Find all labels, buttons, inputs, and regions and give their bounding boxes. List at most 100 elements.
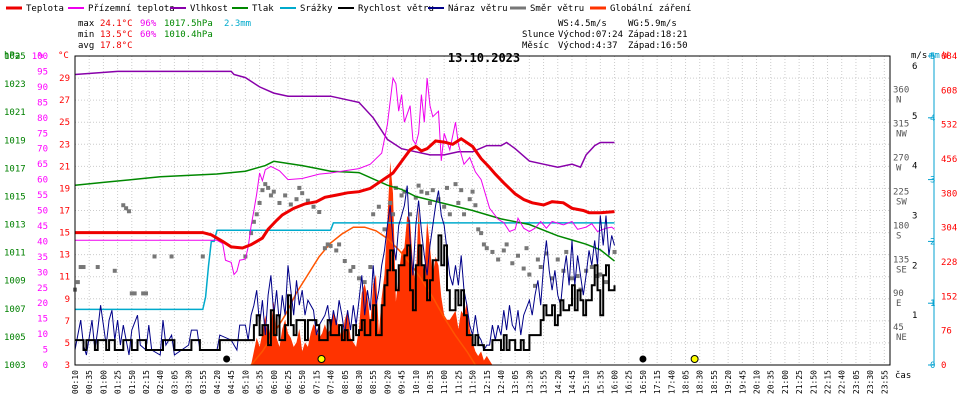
legend-prizemni-teplota: Přízemní teplota [88, 4, 175, 14]
x-tick-label: 12:15 [483, 370, 492, 394]
x-tick-label: 18:55 [710, 370, 719, 394]
wind-dir-point [496, 257, 501, 262]
wind-dir-point [325, 242, 330, 247]
wind-dir-point [604, 280, 609, 285]
wind-speed-tick-label: 1 [912, 311, 917, 321]
pressure-tick-label: 1011 [4, 249, 26, 259]
wind-dir-point [436, 197, 441, 202]
axis-label-radiation: W [943, 51, 949, 61]
sunset-marker [690, 355, 699, 363]
wind-dir-point [249, 231, 254, 236]
wind-dir-point [266, 185, 271, 190]
legend-naraz-vetru: Náraz větru [448, 4, 508, 14]
stats-max-hum: 96% [140, 19, 157, 29]
x-tick-label: 11:25 [454, 370, 463, 394]
info-slunce-vychod: Východ:07:24 [558, 30, 623, 40]
rain-tick-label: 1 [930, 299, 935, 309]
legend-teplota: Teplota [26, 4, 64, 14]
wind-dir-point [484, 246, 489, 251]
wind-dir-point [413, 195, 418, 200]
wind-dir-point [589, 265, 594, 270]
wind-dir-point [538, 265, 543, 270]
x-tick-label: 08:55 [369, 370, 378, 394]
temperature-tick-label: 9 [65, 295, 70, 305]
wind-dir-point [442, 204, 447, 209]
x-tick-label: 00:35 [85, 370, 94, 394]
pressure-tick-label: 1025 [4, 52, 26, 62]
wind-dir-point [504, 242, 509, 247]
x-tick-label: 06:00 [270, 370, 279, 394]
x-tick-label: 21:50 [809, 370, 818, 394]
wind-dir-point [297, 185, 302, 190]
pressure-tick-label: 1013 [4, 221, 26, 231]
wind-dir-tick-label: 90 [893, 289, 904, 299]
wind-dir-point [527, 272, 532, 277]
x-tick-label: 18:05 [682, 370, 691, 394]
moonrise-marker [223, 355, 231, 363]
radiation-tick-label: 152 [941, 292, 957, 302]
radiation-tick-label: 0 [941, 361, 946, 371]
wind-dir-point [283, 193, 288, 198]
wind-dir-tick-label: 360 [893, 86, 909, 96]
wind-dir-point [402, 189, 407, 194]
x-tick-label: 07:40 [327, 370, 336, 394]
x-tick-label: 22:40 [838, 370, 847, 394]
wind-dir-point [112, 268, 117, 273]
x-tick-label: 19:45 [738, 370, 747, 394]
x-tick-label: 17:15 [653, 370, 662, 394]
temperature-tick-label: 5 [65, 339, 70, 349]
x-tick-label: 08:05 [341, 370, 350, 394]
wind-dir-point [416, 183, 421, 188]
series-layer [73, 70, 617, 366]
wind-dir-point [453, 182, 458, 187]
humidity-tick-label: 85 [37, 98, 48, 108]
wind-dir-point [399, 193, 404, 198]
rain-tick-label: 5 [930, 52, 935, 62]
rain-tick-label: 0 [930, 361, 935, 371]
wind-dir-compass-label: N [896, 96, 901, 106]
humidity-tick-label: 5 [43, 346, 48, 356]
wind-dir-point [371, 212, 376, 217]
x-tick-label: 22:15 [824, 370, 833, 394]
wind-dir-point [430, 188, 435, 193]
wind-dir-tick-label: 225 [893, 187, 909, 197]
pressure-tick-label: 1021 [4, 108, 26, 118]
x-tick-label: 12:40 [497, 370, 506, 394]
humidity-tick-label: 40 [37, 237, 48, 247]
x-tick-label: 09:20 [383, 370, 392, 394]
stats-rain-total: 2.3mm [224, 19, 251, 29]
humidity-tick-label: 55 [37, 191, 48, 201]
stats-avg-label: avg [78, 41, 94, 51]
radiation-tick-label: 532 [941, 121, 957, 131]
humidity-tick-label: 75 [37, 129, 48, 139]
stats-max-label: max [78, 19, 95, 29]
sun-moon-markers [223, 355, 699, 363]
x-tick-label: 23:55 [880, 370, 889, 394]
axis-label-humidity: % [38, 51, 44, 61]
wind-speed-tick-label: 4 [912, 162, 917, 172]
humidity-tick-label: 80 [37, 114, 48, 124]
legend-rychlost-vetru: Rychlost větru [358, 4, 434, 14]
wind-speed-tick-label: 3 [912, 211, 917, 221]
x-tick-label: 15:35 [596, 370, 605, 394]
wind-dir-point [317, 210, 322, 215]
wind-dir-point [479, 231, 484, 236]
axis-ticks: 00:10 00:35 01:00 01:25 01:50 02:15 02:40 03:05… [4, 52, 957, 394]
wind-dir-point [305, 198, 310, 203]
x-tick-label: 21:25 [795, 370, 804, 394]
series-naraz-vetru [74, 185, 615, 356]
wind-dir-point [388, 200, 393, 205]
x-tick-label: 16:25 [625, 370, 634, 394]
x-tick-label: 14:45 [568, 370, 577, 394]
x-tick-label: 10:35 [426, 370, 435, 394]
wind-dir-point [169, 254, 174, 259]
x-tick-label: 13:05 [511, 370, 520, 394]
wind-dir-point [481, 242, 486, 247]
wind-dir-point [81, 265, 86, 270]
humidity-tick-label: 10 [37, 330, 48, 340]
wind-dir-point [78, 265, 83, 270]
humidity-tick-label: 70 [37, 145, 48, 155]
wind-dir-point [425, 191, 430, 196]
stats-min-hum: 60% [140, 30, 157, 40]
temperature-tick-label: 3 [65, 361, 70, 371]
